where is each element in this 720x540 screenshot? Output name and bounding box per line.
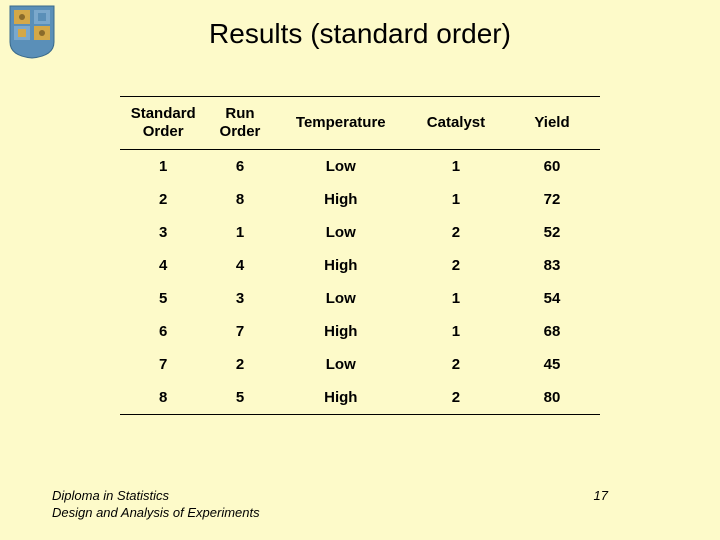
header-text: StandardOrder — [131, 105, 196, 140]
header-text: Catalyst — [427, 114, 485, 131]
page-title: Results (standard order) — [0, 0, 720, 50]
results-table-container: StandardOrder RunOrder Temperature Catal… — [120, 96, 600, 415]
cell-run: 3 — [206, 282, 273, 315]
cell-cat: 2 — [408, 348, 504, 381]
cell-std: 6 — [120, 315, 206, 348]
cell-temp: Low — [274, 282, 408, 315]
page-number: 17 — [594, 488, 668, 503]
cell-cat: 2 — [408, 249, 504, 282]
cell-cat: 1 — [408, 282, 504, 315]
cell-yield: 83 — [504, 249, 600, 282]
cell-run: 6 — [206, 150, 273, 184]
header-text: Temperature — [296, 114, 386, 131]
cell-yield: 80 — [504, 381, 600, 415]
table-row: 8 5 High 2 80 — [120, 381, 600, 415]
table-row: 1 6 Low 1 60 — [120, 150, 600, 184]
cell-run: 1 — [206, 216, 273, 249]
cell-run: 8 — [206, 183, 273, 216]
col-header-yield: Yield — [504, 97, 600, 150]
cell-cat: 1 — [408, 183, 504, 216]
table-row: 3 1 Low 2 52 — [120, 216, 600, 249]
cell-cat: 2 — [408, 216, 504, 249]
cell-run: 7 — [206, 315, 273, 348]
cell-cat: 1 — [408, 150, 504, 184]
table-header-row: StandardOrder RunOrder Temperature Catal… — [120, 97, 600, 150]
cell-temp: High — [274, 315, 408, 348]
cell-yield: 60 — [504, 150, 600, 184]
cell-temp: Low — [274, 348, 408, 381]
footer-line1: Diploma in Statistics — [52, 488, 260, 505]
table-row: 7 2 Low 2 45 — [120, 348, 600, 381]
cell-std: 1 — [120, 150, 206, 184]
header-text: RunOrder — [220, 105, 261, 140]
slide-footer: Diploma in Statistics Design and Analysi… — [52, 488, 668, 522]
cell-cat: 1 — [408, 315, 504, 348]
footer-left: Diploma in Statistics Design and Analysi… — [52, 488, 260, 522]
cell-yield: 45 — [504, 348, 600, 381]
col-header-standard-order: StandardOrder — [120, 97, 206, 150]
cell-temp: Low — [274, 150, 408, 184]
cell-temp: High — [274, 381, 408, 415]
cell-yield: 72 — [504, 183, 600, 216]
table-body: 1 6 Low 1 60 2 8 High 1 72 3 1 Low 2 52 — [120, 150, 600, 415]
cell-std: 5 — [120, 282, 206, 315]
cell-std: 2 — [120, 183, 206, 216]
col-header-catalyst: Catalyst — [408, 97, 504, 150]
table-row: 2 8 High 1 72 — [120, 183, 600, 216]
cell-yield: 52 — [504, 216, 600, 249]
table-row: 6 7 High 1 68 — [120, 315, 600, 348]
cell-std: 3 — [120, 216, 206, 249]
cell-std: 8 — [120, 381, 206, 415]
col-header-temperature: Temperature — [274, 97, 408, 150]
cell-run: 4 — [206, 249, 273, 282]
cell-std: 4 — [120, 249, 206, 282]
cell-yield: 68 — [504, 315, 600, 348]
col-header-run-order: RunOrder — [206, 97, 273, 150]
cell-run: 2 — [206, 348, 273, 381]
cell-std: 7 — [120, 348, 206, 381]
header-text: Yield — [534, 114, 569, 131]
cell-temp: Low — [274, 216, 408, 249]
crest-logo — [8, 4, 56, 60]
cell-yield: 54 — [504, 282, 600, 315]
footer-line2: Design and Analysis of Experiments — [52, 505, 260, 522]
results-table: StandardOrder RunOrder Temperature Catal… — [120, 96, 600, 415]
cell-cat: 2 — [408, 381, 504, 415]
cell-temp: High — [274, 183, 408, 216]
cell-temp: High — [274, 249, 408, 282]
table-row: 5 3 Low 1 54 — [120, 282, 600, 315]
cell-run: 5 — [206, 381, 273, 415]
table-row: 4 4 High 2 83 — [120, 249, 600, 282]
